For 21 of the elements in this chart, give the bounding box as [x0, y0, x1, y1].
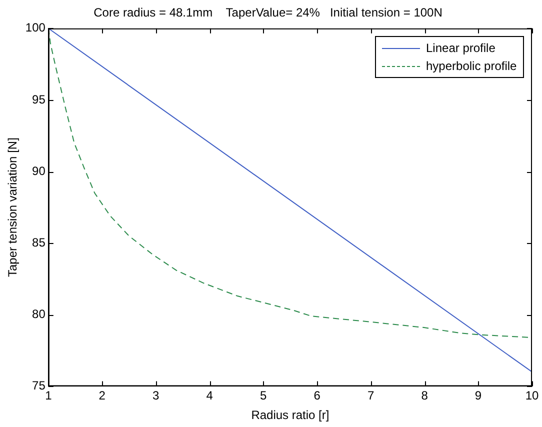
- legend-label: hyperbolic profile: [426, 59, 517, 74]
- x-tick-label: 2: [98, 388, 106, 403]
- x-tick-label: 8: [421, 388, 428, 403]
- legend-label: Linear profile: [426, 41, 496, 56]
- x-tick-label: 10: [525, 388, 539, 403]
- x-tick-label: 1: [45, 388, 52, 403]
- y-tick-label: 80: [32, 306, 46, 321]
- y-tick-label: 100: [25, 20, 46, 35]
- x-tick-label: 7: [367, 388, 374, 403]
- x-tick-label: 9: [474, 388, 482, 403]
- x-tick-label: 6: [314, 388, 321, 403]
- x-tick-label: 5: [260, 388, 267, 403]
- y-tick-label: 95: [32, 92, 46, 106]
- x-axis-title: Radius ratio [r]: [251, 408, 330, 422]
- chart-title: Core radius = 48.1mm TaperValue= 24% Initial tension = 100N: [94, 6, 442, 20]
- y-tick-label: 75: [32, 378, 46, 393]
- x-tick-label: 3: [152, 388, 160, 403]
- y-tick-label: 90: [32, 164, 46, 178]
- y-tick-label: 85: [32, 235, 46, 250]
- y-axis-title: Taper tension variation [N]: [6, 138, 20, 278]
- x-tick-label: 4: [206, 388, 214, 403]
